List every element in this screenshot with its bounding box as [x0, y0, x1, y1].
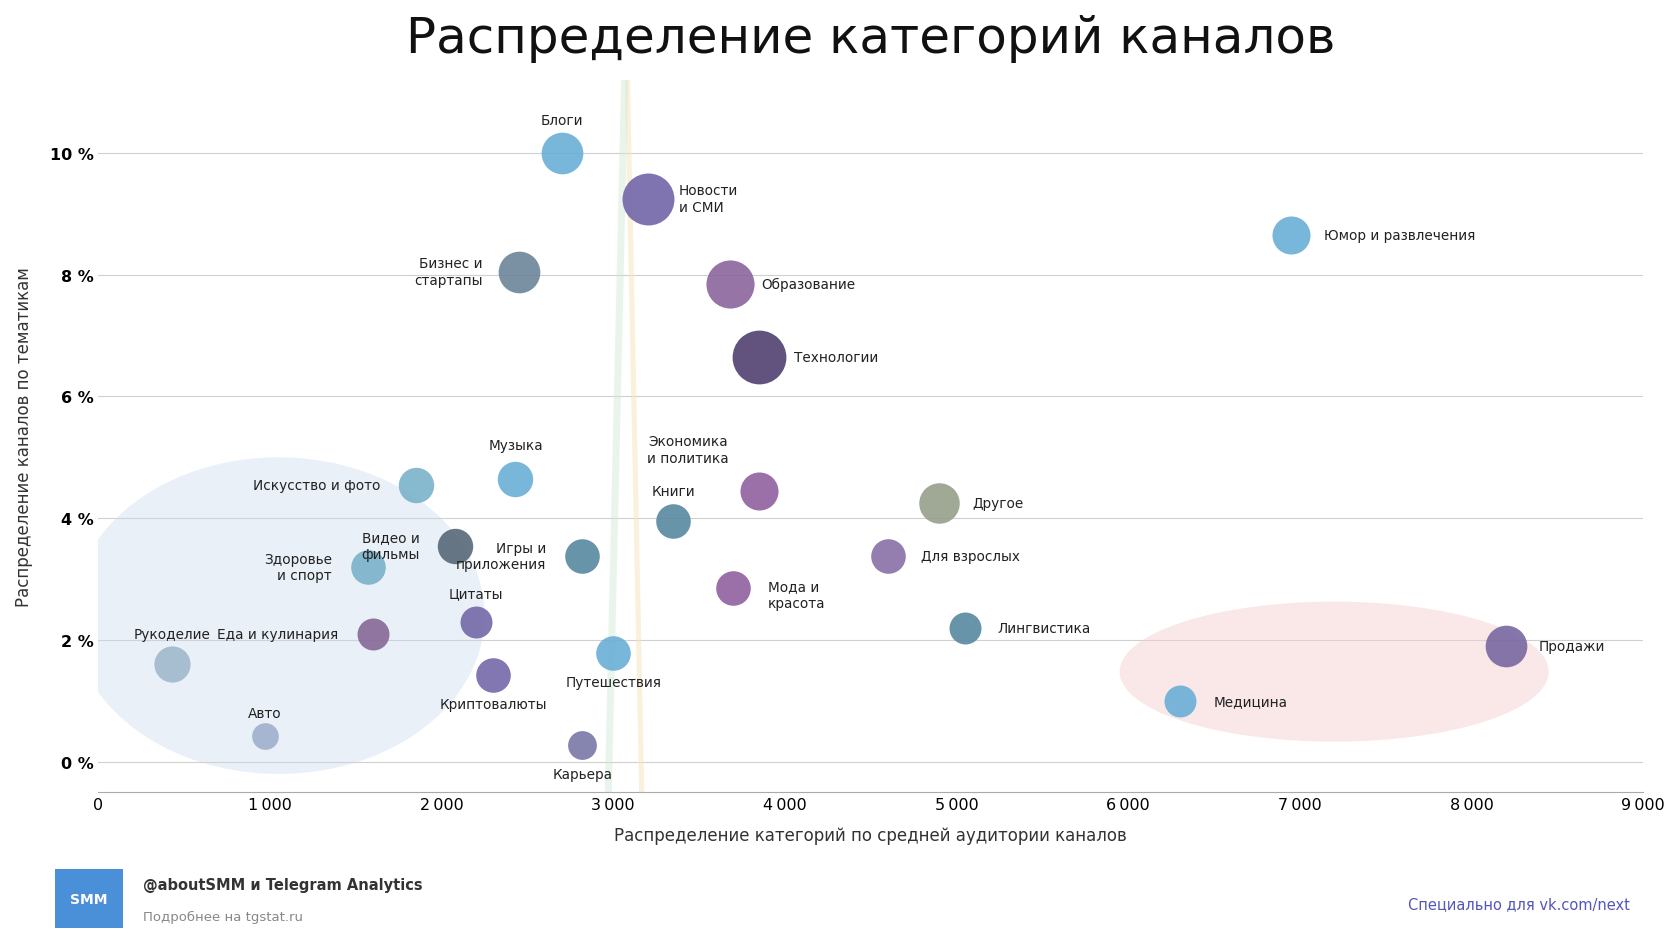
Point	[633, 192, 660, 207]
Point	[462, 615, 489, 630]
Ellipse shape	[1119, 602, 1549, 742]
Text: Бизнес и
стартапы: Бизнес и стартапы	[415, 257, 482, 288]
Text: Для взрослых: Для взрослых	[921, 549, 1020, 564]
Ellipse shape	[72, 458, 484, 774]
Point	[360, 627, 386, 642]
Text: Авто: Авто	[249, 707, 282, 720]
Ellipse shape	[281, 0, 946, 944]
Text: Образование: Образование	[761, 278, 855, 292]
Point	[660, 514, 687, 530]
Text: Подробнее на tgstat.ru: Подробнее на tgstat.ru	[143, 910, 302, 923]
Text: Юмор и развлечения: Юмор и развлечения	[1324, 228, 1475, 243]
Point	[502, 472, 529, 487]
Point	[160, 657, 186, 672]
Text: Искусство и фото: Искусство и фото	[252, 479, 380, 492]
Text: Карьера: Карьера	[553, 767, 613, 781]
Title: Распределение категорий каналов: Распределение категорий каналов	[407, 15, 1336, 63]
Text: @aboutSMM и Telegram Analytics: @aboutSMM и Telegram Analytics	[143, 877, 422, 892]
Point	[480, 668, 507, 683]
Text: SMM: SMM	[71, 892, 108, 905]
Text: Игры и
приложения: Игры и приложения	[455, 541, 546, 572]
Text: Блоги: Блоги	[541, 114, 583, 128]
Point	[570, 548, 596, 564]
Text: Другое: Другое	[973, 497, 1023, 511]
Text: Книги: Книги	[652, 484, 696, 498]
X-axis label: Распределение категорий по средней аудитории каналов: Распределение категорий по средней аудит…	[615, 826, 1127, 844]
Point	[354, 560, 381, 575]
Text: Рукоделие: Рукоделие	[134, 628, 210, 642]
Point	[548, 146, 575, 161]
Point	[875, 548, 902, 564]
Text: Мода и
красота: Мода и красота	[768, 580, 825, 610]
Point	[746, 350, 773, 365]
Text: Лингвистика: Лингвистика	[998, 621, 1090, 635]
Point	[600, 646, 627, 661]
Text: Музыка: Музыка	[489, 439, 543, 453]
Text: Видео и
фильмы: Видео и фильмы	[361, 531, 420, 562]
Text: Специально для vk.com/next: Специально для vk.com/next	[1408, 896, 1630, 911]
Text: Цитаты: Цитаты	[449, 587, 504, 600]
Text: Экономика
и политика: Экономика и политика	[647, 434, 729, 465]
Text: Криптовалюты: Криптовалюты	[440, 698, 548, 712]
Point	[926, 496, 953, 511]
Point	[403, 478, 430, 493]
Text: Здоровье
и спорт: Здоровье и спорт	[264, 552, 333, 582]
Text: Еда и кулинария: Еда и кулинария	[217, 627, 339, 641]
Y-axis label: Распределение каналов по тематикам: Распределение каналов по тематикам	[15, 267, 34, 606]
Point	[953, 620, 979, 635]
Ellipse shape	[435, 0, 827, 944]
Point	[252, 729, 279, 744]
Point	[746, 483, 773, 498]
Point	[570, 737, 596, 752]
Text: Путешествия: Путешествия	[564, 676, 662, 689]
Point	[506, 264, 533, 279]
Point	[1492, 639, 1519, 654]
Point	[717, 277, 744, 292]
Point	[1278, 228, 1305, 244]
Point	[442, 538, 469, 553]
Point	[721, 582, 748, 597]
Text: Новости
и СМИ: Новости и СМИ	[679, 184, 738, 214]
Text: Медицина: Медицина	[1215, 694, 1289, 708]
Point	[1166, 694, 1193, 709]
Text: Технологии: Технологии	[793, 350, 877, 364]
Text: Продажи: Продажи	[1539, 639, 1604, 653]
